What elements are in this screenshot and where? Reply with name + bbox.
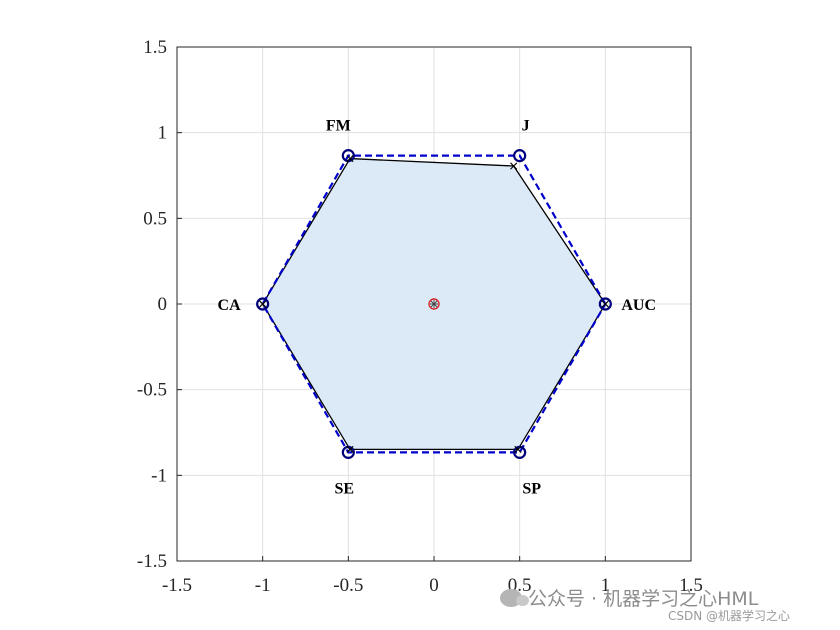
reference-marker-fm [341, 149, 355, 163]
x-tick-label: -1.5 [162, 575, 192, 596]
data-marker-auc [601, 300, 609, 308]
x-ticks: -1.5 -1 -0.5 0 0.5 1 1.5 [162, 556, 703, 596]
vertex-label-sp: SP [522, 480, 541, 497]
data-marker-fm [346, 155, 354, 163]
vertex-markers [256, 149, 612, 459]
watermark-text: 公众号 · 机器学习之心HML [528, 588, 759, 610]
vertex-label-se: SE [335, 480, 355, 497]
data-marker-sp [514, 445, 522, 453]
reference-marker-auc [598, 297, 612, 311]
data-marker-ca [259, 300, 267, 308]
y-tick-label: -1.5 [137, 551, 167, 572]
y-ticks: 1.5 1 0.5 0 -0.5 -1 -1.5 [137, 37, 182, 572]
watermark-sub: CSDN @机器学习之心 [668, 609, 791, 623]
vertex-label-j: J [522, 118, 530, 135]
y-tick-label: 1 [158, 123, 168, 144]
vertex-labels: AUC J FM CA SE SP [218, 118, 656, 498]
center-star [430, 300, 438, 308]
y-tick-label: 0.5 [143, 208, 167, 229]
y-tick-label: -0.5 [137, 380, 167, 401]
center-marker [428, 298, 440, 310]
reference-marker-ca [256, 297, 270, 311]
reference-marker-se [341, 445, 355, 459]
x-tick-label: 1 [601, 575, 611, 596]
vertex-label-fm: FM [326, 118, 351, 135]
x-tick-label: 1.5 [679, 575, 703, 596]
y-tick-label: 1.5 [143, 37, 167, 58]
x-tick-label: -1 [255, 575, 271, 596]
reference-marker-j [513, 149, 527, 163]
reference-marker-sp [513, 445, 527, 459]
wechat-icon [500, 588, 529, 607]
x-tick-label: -0.5 [333, 575, 363, 596]
reference-polygon [261, 154, 607, 454]
watermark: 公众号 · 机器学习之心HML [500, 584, 758, 611]
data-marker-se [346, 445, 354, 453]
vertex-label-ca: CA [218, 297, 242, 314]
data-marker-j [510, 162, 518, 170]
x-tick-label: 0 [429, 575, 439, 596]
y-tick-label: 0 [158, 294, 168, 315]
y-tick-label: -1 [151, 465, 167, 486]
vertex-label-auc: AUC [621, 297, 656, 314]
